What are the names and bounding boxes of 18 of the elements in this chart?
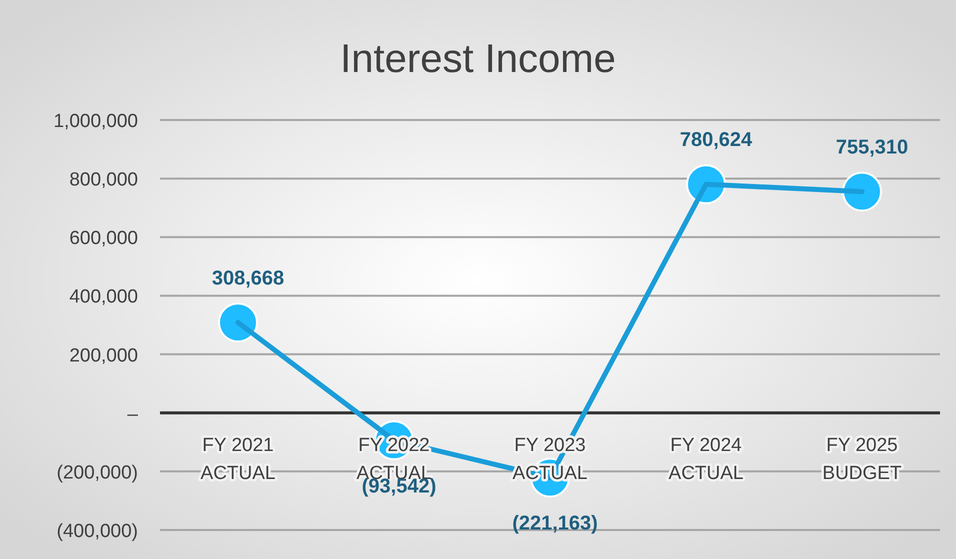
x-tick-label: FY 2021 ACTUAL (200, 434, 276, 484)
y-tick-label: (400,000) (56, 521, 138, 542)
text: 780,624 (680, 129, 752, 152)
y-tick-label: 800,000 (69, 170, 138, 191)
x-tick-label: FY 2025 BUDGET (822, 434, 902, 484)
y-tick-label: – (127, 404, 138, 425)
chart-title: Interest Income (340, 37, 616, 81)
y-tick-label: 200,000 (69, 345, 138, 366)
text: 308,668 (212, 267, 284, 290)
point (218, 302, 258, 342)
point (842, 172, 882, 212)
y-tick-label: 600,000 (69, 228, 138, 250)
y-tick-label: (200,000) (56, 462, 138, 484)
x-tick-label: FY 2024 ACTUAL (668, 434, 744, 484)
text: (221,163) (512, 512, 598, 535)
y-tick-label: 1,000,000 (53, 111, 138, 132)
text: 755,310 (836, 136, 908, 159)
y-tick-label: 400,000 (69, 286, 138, 308)
